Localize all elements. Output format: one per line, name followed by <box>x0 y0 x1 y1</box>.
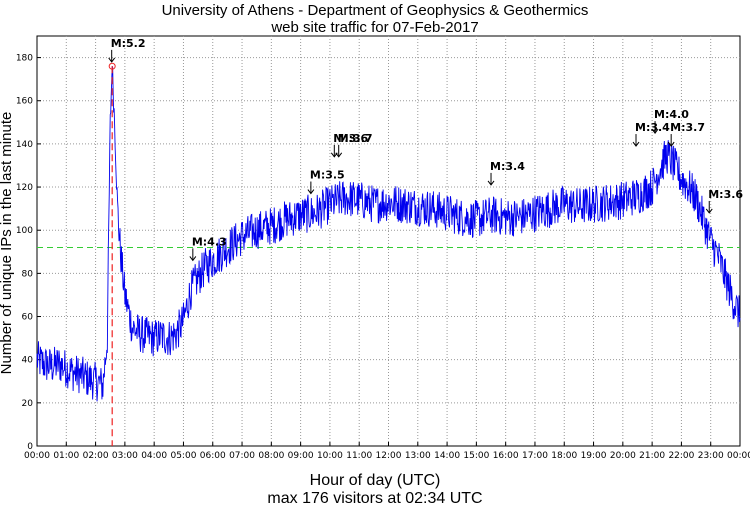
y-tick-label: 180 <box>16 54 33 64</box>
x-tick-label: 19:00 <box>581 451 607 461</box>
x-axis-label: Hour of day (UTC) <box>309 472 441 489</box>
quake-annotation: M:4.0 <box>651 108 689 134</box>
y-tick-label: 80 <box>22 269 34 279</box>
x-tick-label: 05:00 <box>170 451 196 461</box>
quake-annotation: M:3.6 <box>705 188 743 214</box>
x-tick-label: 00:00 <box>24 451 50 461</box>
x-tick-label: 09:00 <box>288 451 314 461</box>
quake-arrow-head <box>307 189 315 195</box>
quake-arrow-head <box>651 128 659 134</box>
x-tick-label: 17:00 <box>522 451 548 461</box>
y-axis: 0 20 40 60 80 100 120 140 160 180 <box>16 54 41 452</box>
series-line-visitors <box>36 66 741 402</box>
chart-subtitle: web site traffic for 07-Feb-2017 <box>271 19 479 36</box>
quake-annotation: M:3.7 <box>667 121 705 147</box>
x-tick-label: 06:00 <box>200 451 226 461</box>
quake-arrow-head <box>632 141 640 147</box>
x-tick-label: 22:00 <box>668 451 694 461</box>
x-tick-label: 16:00 <box>493 451 519 461</box>
x-axis: 00:00 01:00 02:00 03:00 04:00 05:00 06:00 07:00… <box>24 442 750 461</box>
quake-label: M:3.6 <box>708 188 743 201</box>
x-tick-label: 04:00 <box>141 451 167 461</box>
x-tick-label: 08:00 <box>258 451 284 461</box>
quake-arrow-head <box>667 141 675 147</box>
quake-annotation: M:3.4 <box>632 121 670 147</box>
x-tick-label: 15:00 <box>463 451 489 461</box>
x-tick-label: 13:00 <box>405 451 431 461</box>
quake-annotation: M:4.3 <box>189 235 227 262</box>
quake-annotation: M:3.5 <box>307 169 345 195</box>
y-axis-label: Number of unique IPs in the last minute <box>0 112 15 375</box>
x-tick-label: 11:00 <box>346 451 372 461</box>
quake-label: M:4.3 <box>192 235 227 248</box>
quake-label: M:3.6 <box>333 132 368 145</box>
y-tick-label: 20 <box>22 399 34 409</box>
x-tick-label: 20:00 <box>610 451 636 461</box>
quake-label: M:3.5 <box>310 169 345 182</box>
x-tick-label: 07:00 <box>229 451 255 461</box>
x-tick-label: 00:00 <box>727 451 750 461</box>
quake-arrow-head <box>705 208 713 214</box>
x-tick-label: 01:00 <box>53 451 79 461</box>
chart-title: University of Athens - Department of Geo… <box>161 2 589 19</box>
quake-label: M:4.0 <box>654 108 689 121</box>
quake-label: M:3.7 <box>670 121 705 134</box>
max-marker-dot <box>108 62 116 70</box>
quake-label: M:5.2 <box>111 37 146 50</box>
x-tick-label: 14:00 <box>434 451 460 461</box>
y-tick-label: 120 <box>16 183 33 193</box>
y-tick-label: 40 <box>22 356 34 366</box>
y-tick-label: 0 <box>27 442 33 452</box>
quake-label: M:3.4 <box>490 160 525 173</box>
grid-lines <box>37 36 740 446</box>
quake-label: M:3.7 <box>338 132 373 145</box>
x-tick-label: 18:00 <box>551 451 577 461</box>
x-tick-label: 12:00 <box>376 451 402 461</box>
quake-arrow-head <box>487 180 495 186</box>
y-tick-label: 140 <box>16 140 33 150</box>
x-tick-label: 03:00 <box>112 451 138 461</box>
x-tick-label: 21:00 <box>639 451 665 461</box>
quake-annotation: M:3.4 <box>487 160 525 186</box>
quake-label: M:3.4 <box>635 121 670 134</box>
x-tick-label: 10:00 <box>317 451 343 461</box>
quake-annotation: M:5.2 <box>108 37 146 63</box>
y-tick-label: 60 <box>22 313 34 323</box>
earthquake-annotations: M:5.2M:4.3M:3.5M:3.6M:3.7M:3.4M:3.4M:4.0… <box>108 37 743 262</box>
quake-arrow-head <box>335 152 343 158</box>
y-tick-label: 160 <box>16 97 33 107</box>
x-tick-label: 02:00 <box>83 451 109 461</box>
quake-annotation: M:3.7 <box>335 132 373 158</box>
y-tick-label: 100 <box>16 226 33 236</box>
quake-arrow-head <box>108 57 116 63</box>
chart-footer: max 176 visitors at 02:34 UTC <box>267 490 483 507</box>
quake-annotation: M:3.6 <box>330 132 368 158</box>
x-tick-label: 23:00 <box>698 451 724 461</box>
quake-arrow-head <box>189 256 197 262</box>
